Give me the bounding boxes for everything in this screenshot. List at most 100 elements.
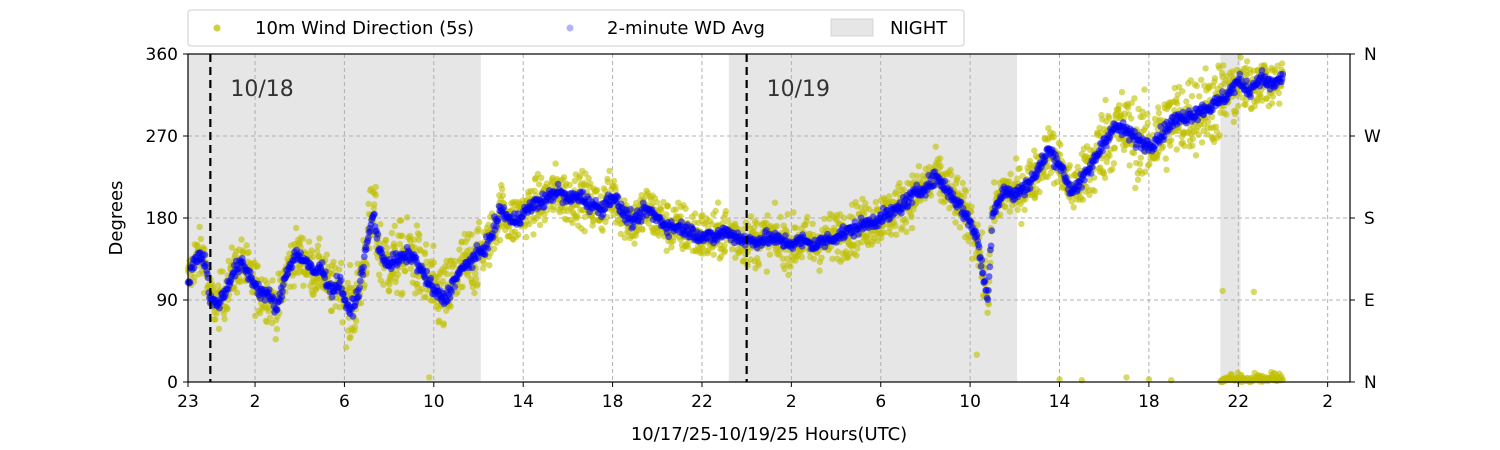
wind-direction-avg-point (992, 208, 1000, 216)
wind-direction-point (569, 219, 576, 226)
wind-direction-point (1223, 111, 1230, 118)
wind-direction-point (404, 214, 411, 221)
wind-direction-point (388, 229, 396, 237)
wind-direction-point (459, 283, 466, 290)
x-tick-label: 10 (423, 392, 445, 412)
wind-direction-point (412, 290, 419, 297)
wind-direction-point (225, 257, 232, 265)
wind-direction-point (456, 246, 463, 253)
wind-direction-point (1026, 157, 1034, 165)
wind-direction-point (1131, 95, 1138, 102)
wind-direction-avg-point (337, 277, 345, 284)
wind-direction-point (1128, 99, 1135, 107)
wind-direction-point (834, 248, 841, 255)
wind-direction-point (498, 186, 506, 193)
wind-direction-point (888, 231, 895, 238)
wind-direction-point (1163, 166, 1170, 173)
wind-direction-point (574, 213, 581, 220)
wind-direction-point (1142, 168, 1149, 175)
wind-direction-point (413, 222, 421, 229)
wind-direction-point (908, 224, 916, 232)
wind-direction-point (383, 244, 391, 252)
legend-marker-wind-direction (213, 24, 221, 32)
wind-direction-point (486, 262, 493, 269)
wind-direction-avg-point (446, 294, 454, 302)
wind-direction-point (490, 245, 498, 252)
wind-direction-point (764, 212, 771, 219)
right-tick-label: E (1364, 291, 1375, 311)
wind-direction-point (712, 207, 719, 215)
wind-direction-point (937, 155, 944, 162)
wind-direction-point (1242, 101, 1249, 109)
wind-direction-point (1068, 198, 1075, 205)
wind-direction-avg-point (988, 227, 996, 235)
wind-direction-point (357, 299, 365, 307)
wind-direction-point (219, 268, 226, 275)
wind-direction-point (1167, 137, 1175, 144)
wind-direction-point (1230, 118, 1238, 126)
wind-direction-point (215, 282, 222, 289)
wind-direction-point (454, 289, 461, 296)
wind-direction-point (790, 209, 797, 216)
wind-direction-avg-point (665, 233, 673, 241)
wind-direction-point (947, 166, 954, 173)
wind-direction-point (753, 220, 760, 227)
legend-label-avg: 2-minute WD Avg (607, 18, 765, 39)
wind-direction-point (1189, 135, 1197, 142)
wind-direction-point (233, 289, 241, 296)
wind-direction-point (342, 344, 350, 351)
wind-direction-point (347, 333, 354, 341)
wind-direction-point (1212, 123, 1220, 130)
wind-direction-point (1137, 154, 1145, 161)
wind-direction-point (959, 179, 966, 187)
wind-direction-point (631, 240, 638, 247)
wind-direction-point (475, 225, 482, 233)
wind-direction-avg-point (554, 180, 562, 188)
wind-direction-point (587, 180, 594, 187)
wind-direction-avg-point (540, 203, 548, 211)
wind-direction-point (893, 231, 900, 238)
wind-direction-point (375, 271, 383, 278)
wind-direction-point (909, 172, 916, 179)
wind-direction-avg-point (986, 263, 994, 271)
wind-direction-point (1116, 102, 1123, 109)
wind-direction-point (1183, 98, 1190, 105)
wind-direction-point (722, 207, 729, 215)
wind-direction-point (1130, 149, 1138, 157)
wind-direction-point (1237, 54, 1244, 61)
wind-direction-point (1202, 65, 1209, 72)
wind-direction-point (840, 214, 848, 222)
x-tick-label: 22 (691, 392, 713, 412)
wind-direction-point (585, 175, 592, 182)
x-axis-ticks: 23 2 6 10 14 18 22 2 6 10 14 18 22 2 (177, 382, 1333, 412)
wind-direction-avg-point (321, 274, 329, 282)
wind-direction-avg-point (1219, 88, 1226, 96)
wind-direction-point (266, 314, 274, 321)
wind-direction-point (1279, 376, 1286, 383)
wind-direction-point (1123, 374, 1130, 381)
wind-direction-point (382, 236, 390, 244)
wind-direction-avg-point (318, 259, 326, 266)
wind-direction-point (899, 224, 906, 231)
wind-direction-point (612, 187, 619, 194)
wind-direction-point (818, 254, 825, 261)
wind-direction-point (663, 247, 670, 254)
wind-direction-avg-point (349, 312, 357, 320)
wind-direction-point (1101, 174, 1109, 181)
wind-direction-point (1155, 109, 1163, 117)
wind-direction-point (593, 186, 601, 194)
y-tick-label: 0 (167, 373, 178, 393)
wind-direction-point (632, 232, 639, 239)
wind-direction-point (1235, 102, 1242, 110)
wind-direction-avg-point (614, 193, 622, 201)
wind-direction-point (973, 351, 980, 358)
x-tick-label: 2 (1322, 392, 1333, 412)
wind-direction-point (398, 217, 405, 224)
wind-direction-point (310, 291, 317, 298)
legend-marker-night (830, 18, 874, 37)
wind-direction-point (1144, 119, 1151, 127)
wind-direction-point (299, 235, 307, 242)
wind-direction-point (1013, 155, 1020, 162)
wind-direction-avg-point (423, 267, 431, 275)
wind-direction-avg-point (1066, 180, 1074, 188)
